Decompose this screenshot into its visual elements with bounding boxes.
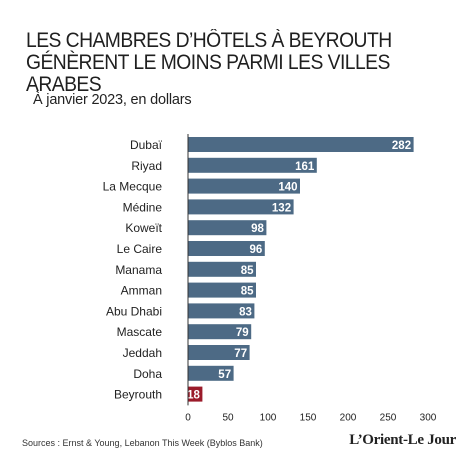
- bar: [188, 199, 294, 215]
- category-label: Jeddah: [123, 346, 162, 360]
- category-label: Beyrouth: [114, 388, 162, 402]
- x-tick-label: 50: [222, 412, 234, 423]
- data-label: 140: [278, 182, 297, 194]
- data-label: 83: [239, 306, 252, 318]
- bar: [188, 324, 252, 340]
- category-label: Mascate: [117, 325, 163, 339]
- data-label: 85: [241, 286, 254, 298]
- category-label: Le Caire: [117, 242, 163, 256]
- category-label: Médine: [123, 200, 163, 214]
- data-label: 282: [392, 140, 411, 152]
- data-label: 161: [295, 161, 315, 173]
- bar: [188, 365, 234, 381]
- category-label: La Mecque: [103, 180, 163, 194]
- source-note: Sources : Ernst & Young, Lebanon This We…: [22, 438, 263, 448]
- category-label: Dubaï: [130, 138, 163, 152]
- bar: [188, 137, 414, 152]
- bar: [188, 303, 255, 319]
- data-label: 132: [272, 202, 291, 214]
- category-label: Doha: [133, 367, 162, 381]
- category-label: Manama: [115, 263, 162, 277]
- category-label: Koweït: [125, 221, 162, 235]
- x-tick-label: 0: [185, 412, 191, 423]
- publisher-logo: L’Orient-Le Jour: [349, 432, 456, 448]
- x-tick-label: 200: [340, 412, 357, 423]
- chart-title-line1: LES CHAMBRES D’HÔTELS À BEYROUTH: [26, 29, 392, 52]
- x-tick-label: 150: [300, 412, 317, 423]
- data-label: 18: [187, 390, 200, 402]
- bar: [188, 220, 267, 236]
- chart-title: LES CHAMBRES D’HÔTELS À BEYROUTH GÉNÈREN…: [26, 30, 431, 96]
- x-tick-label: 100: [260, 412, 277, 423]
- data-label: 85: [241, 265, 254, 277]
- bar: [188, 241, 265, 256]
- data-label: 98: [251, 223, 264, 235]
- x-tick-label: 300: [420, 412, 437, 423]
- category-label: Amman: [121, 284, 162, 298]
- data-label: 96: [250, 244, 263, 256]
- category-label: Abu Dhabi: [106, 304, 162, 318]
- data-label: 57: [218, 369, 231, 381]
- bar: [188, 386, 203, 402]
- data-label: 79: [236, 327, 249, 339]
- category-label: Riyad: [131, 159, 162, 173]
- data-label: 77: [234, 348, 247, 360]
- bar: [188, 345, 250, 360]
- chart-subtitle: À janvier 2023, en dollars: [33, 92, 192, 108]
- bar: [188, 282, 256, 298]
- x-tick-label: 250: [380, 412, 397, 423]
- chart-title-line2: GÉNÈRENT LE MOINS PARMI LES VILLES ARABE…: [26, 51, 390, 96]
- bar: [188, 157, 317, 173]
- bar: [188, 261, 256, 277]
- bar: [188, 178, 300, 194]
